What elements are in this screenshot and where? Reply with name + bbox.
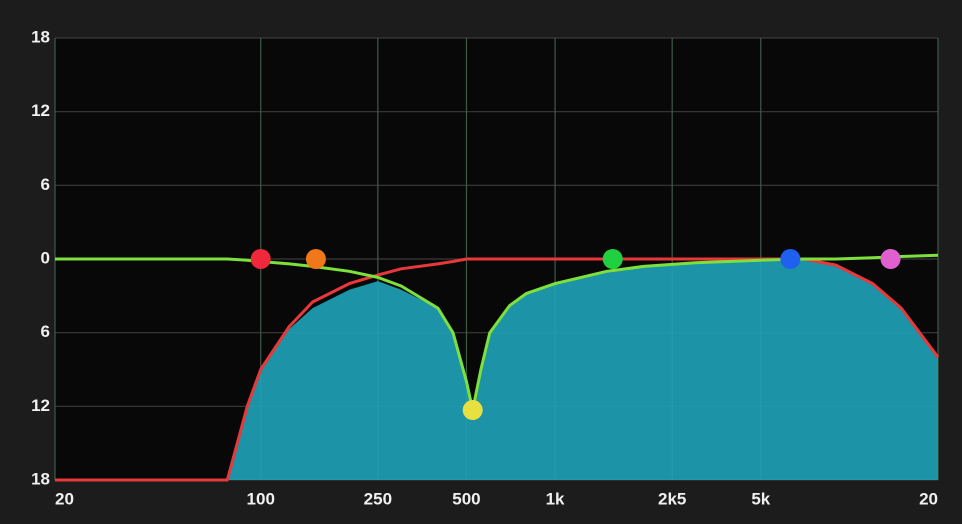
y-tick-label: 6 (41, 322, 50, 341)
x-tick-label: 5k (751, 489, 770, 508)
x-tick-label: 500 (452, 489, 480, 508)
x-tick-label: 2k5 (658, 489, 686, 508)
x-tick-label: 1k (546, 489, 565, 508)
y-tick-label: 6 (41, 175, 50, 194)
y-tick-label: 18 (31, 27, 50, 46)
band-node (250, 249, 271, 269)
y-tick-label: 12 (31, 101, 50, 120)
x-tick-label: 20 (919, 489, 938, 508)
y-tick-label: 18 (31, 469, 50, 488)
band-node (602, 249, 623, 269)
x-tick-label: 100 (247, 489, 275, 508)
x-tick-label: 250 (364, 489, 392, 508)
response-area (55, 259, 938, 480)
x-tick-label: 20 (55, 489, 74, 508)
band-node (462, 400, 483, 421)
band-node (305, 249, 326, 269)
y-tick-label: 0 (41, 248, 50, 267)
y-tick-label: 12 (31, 396, 50, 415)
band-node (880, 249, 901, 269)
band-node (780, 249, 801, 269)
